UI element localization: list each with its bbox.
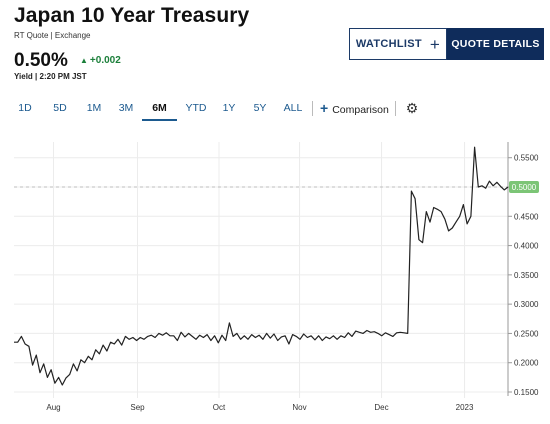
price-change-value: +0.002 bbox=[89, 55, 121, 66]
comparison-button[interactable]: + Comparison bbox=[320, 97, 389, 119]
yield-line-series bbox=[14, 146, 509, 386]
x-tick-label: Dec bbox=[374, 403, 388, 412]
y-tick-label: 0.2500 bbox=[514, 329, 539, 338]
y-tick-label: 0.1500 bbox=[514, 388, 539, 397]
x-tick-label: Sep bbox=[130, 403, 145, 412]
x-tick-label: Oct bbox=[213, 403, 226, 412]
x-axis: Aug Sep Oct Nov Dec 2023 bbox=[46, 403, 474, 412]
quote-details-button[interactable]: QUOTE DETAILS bbox=[447, 28, 544, 60]
plus-icon: + bbox=[429, 34, 441, 54]
current-value-label: 0.5000 bbox=[512, 183, 537, 192]
quote-source: RT Quote | Exchange bbox=[14, 31, 91, 40]
tab-3m[interactable]: 3M bbox=[118, 102, 134, 114]
watchlist-button[interactable]: WATCHLIST + bbox=[349, 28, 447, 60]
tab-divider bbox=[312, 101, 313, 116]
y-tick-label: 0.3500 bbox=[514, 271, 539, 280]
last-price: 0.50% bbox=[14, 50, 68, 71]
tab-1d[interactable]: 1D bbox=[18, 102, 32, 114]
yield-timestamp: Yield | 2:20 PM JST bbox=[14, 72, 87, 81]
comparison-label: Comparison bbox=[332, 104, 389, 116]
x-tick-label: Aug bbox=[46, 403, 60, 412]
y-tick-label: 0.4000 bbox=[514, 242, 539, 251]
tab-1m[interactable]: 1M bbox=[86, 102, 102, 114]
tab-6m[interactable]: 6M bbox=[142, 97, 177, 121]
y-tick-label: 0.5500 bbox=[514, 154, 539, 163]
y-tick-label: 0.3000 bbox=[514, 300, 539, 309]
tab-5d[interactable]: 5D bbox=[53, 102, 67, 114]
x-tick-label: 2023 bbox=[456, 403, 474, 412]
tab-all[interactable]: ALL bbox=[283, 102, 303, 114]
current-value-tag: 0.5000 bbox=[509, 181, 539, 193]
page-title: Japan 10 Year Treasury bbox=[14, 4, 250, 27]
tab-1y[interactable]: 1Y bbox=[222, 102, 236, 114]
toolbar-divider bbox=[395, 101, 396, 116]
chart-grid bbox=[14, 142, 508, 398]
plus-icon: + bbox=[320, 100, 329, 116]
up-arrow-icon: ▲ bbox=[80, 56, 88, 65]
price-chart[interactable]: 0.5500 0.5000 0.4500 0.4000 0.3500 0.3000 0.25… bbox=[0, 136, 550, 424]
x-tick-label: Nov bbox=[292, 403, 306, 412]
current-value-tag-background bbox=[509, 181, 539, 193]
tab-5y[interactable]: 5Y bbox=[253, 102, 267, 114]
tab-ytd[interactable]: YTD bbox=[185, 102, 207, 114]
gear-icon[interactable]: ⚙ bbox=[405, 100, 419, 116]
y-tick-label: 0.4500 bbox=[514, 212, 539, 221]
y-axis: 0.5500 0.5000 0.4500 0.4000 0.3500 0.3000 0.25… bbox=[507, 142, 539, 397]
watchlist-label: WATCHLIST bbox=[355, 38, 422, 50]
price-change: ▲ +0.002 bbox=[80, 55, 121, 66]
y-tick-label: 0.2000 bbox=[514, 359, 539, 368]
